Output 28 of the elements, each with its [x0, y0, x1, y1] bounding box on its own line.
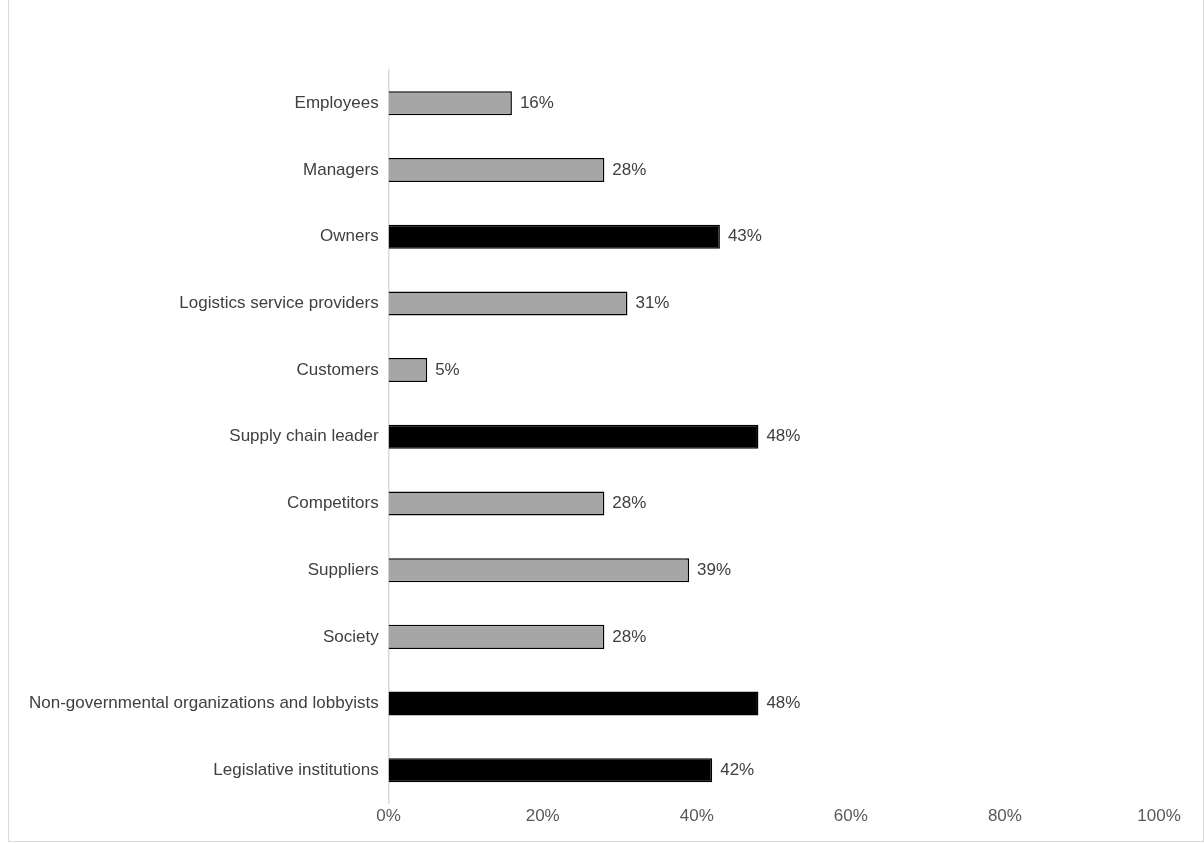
- x-tick-label: 40%: [679, 806, 714, 826]
- data-label: 28%: [612, 626, 647, 646]
- x-tick-label: 0%: [376, 806, 401, 826]
- x-tick-label: 20%: [525, 806, 560, 826]
- y-tick-label: Employees: [294, 93, 379, 113]
- y-tick-label: Customers: [296, 359, 379, 379]
- data-label: 42%: [720, 759, 755, 779]
- data-label: 16%: [519, 93, 554, 113]
- data-label: 31%: [635, 293, 670, 313]
- y-tick-label: Competitors: [287, 493, 379, 513]
- y-tick-label: Owners: [320, 226, 379, 246]
- y-tick-label: Society: [322, 626, 380, 646]
- data-label: 28%: [612, 159, 647, 179]
- y-tick-label: Non-governmental organizations and lobbyists: [28, 693, 379, 713]
- y-tick-label: Managers: [303, 159, 379, 179]
- data-label: 28%: [612, 493, 647, 513]
- y-tick-label: Suppliers: [307, 559, 379, 579]
- data-label: 48%: [766, 693, 801, 713]
- data-label: 5%: [435, 359, 460, 379]
- x-tick-label: 80%: [987, 806, 1022, 826]
- data-label: 48%: [766, 426, 801, 446]
- y-tick-label: Supply chain leader: [229, 426, 379, 446]
- x-tick-label: 60%: [833, 806, 868, 826]
- x-tick-label: 100%: [1137, 806, 1181, 826]
- data-label: 43%: [727, 226, 762, 246]
- y-tick-label: Logistics service providers: [179, 293, 379, 313]
- y-tick-label: Legislative institutions: [213, 759, 379, 779]
- data-label: 39%: [697, 559, 732, 579]
